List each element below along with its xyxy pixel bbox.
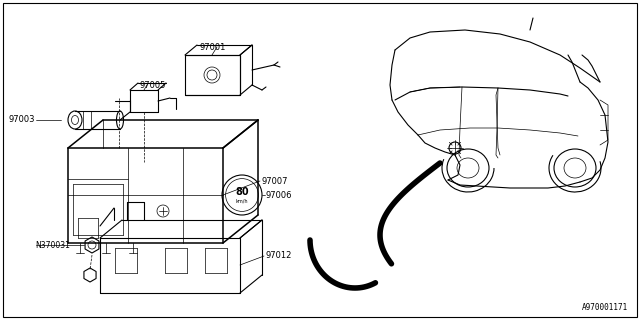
Text: 97003: 97003 (8, 116, 35, 124)
Text: 97006: 97006 (266, 190, 292, 199)
Text: N370031: N370031 (35, 241, 70, 250)
Circle shape (226, 179, 259, 212)
Circle shape (88, 241, 96, 249)
Text: 97005: 97005 (140, 81, 166, 90)
Text: A970001171: A970001171 (582, 303, 628, 312)
Ellipse shape (116, 111, 124, 129)
Text: 97007: 97007 (262, 177, 289, 186)
Circle shape (222, 175, 262, 215)
Text: km/h: km/h (236, 198, 248, 204)
Text: 97012: 97012 (266, 252, 292, 260)
Text: 97001: 97001 (199, 43, 225, 52)
Text: 80: 80 (235, 187, 249, 197)
